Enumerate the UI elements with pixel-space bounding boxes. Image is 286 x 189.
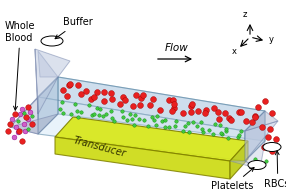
Text: Flow: Flow [165, 43, 189, 53]
Text: x: x [231, 47, 237, 56]
Polygon shape [38, 77, 58, 134]
Text: Whole
Blood: Whole Blood [5, 21, 35, 110]
Polygon shape [245, 111, 278, 131]
Polygon shape [10, 114, 58, 134]
Ellipse shape [248, 160, 266, 170]
Text: y: y [269, 35, 273, 44]
Ellipse shape [263, 143, 281, 152]
Text: z: z [243, 10, 247, 19]
Text: Buffer: Buffer [55, 17, 93, 39]
Polygon shape [35, 49, 38, 114]
Text: Transducer: Transducer [73, 135, 128, 159]
Polygon shape [38, 97, 245, 161]
Polygon shape [10, 77, 58, 127]
Polygon shape [55, 137, 230, 179]
Polygon shape [245, 121, 278, 161]
Polygon shape [38, 51, 58, 77]
Text: RBCs/
WBCs: RBCs/ WBCs [264, 151, 286, 189]
Polygon shape [230, 141, 248, 179]
Polygon shape [245, 111, 265, 161]
Text: Platelets: Platelets [211, 167, 254, 189]
Polygon shape [55, 117, 248, 161]
Ellipse shape [41, 36, 63, 46]
Polygon shape [10, 97, 38, 134]
Polygon shape [35, 49, 70, 114]
Polygon shape [58, 77, 265, 141]
Polygon shape [245, 141, 265, 169]
Polygon shape [230, 161, 260, 169]
Polygon shape [38, 77, 265, 131]
